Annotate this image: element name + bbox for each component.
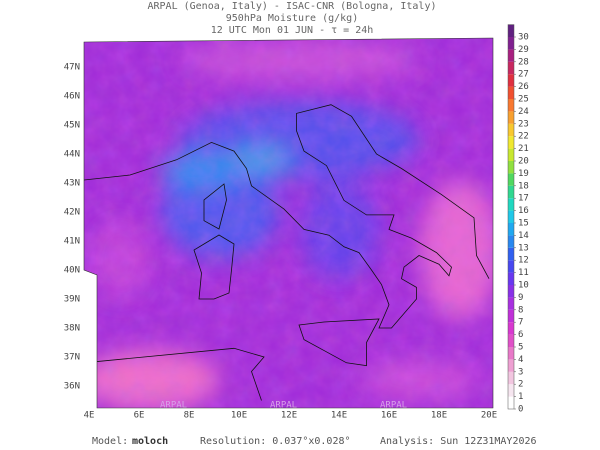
lat-label: 45N xyxy=(64,121,80,131)
colorbar-label: 22 xyxy=(518,132,529,142)
lat-label: 41N xyxy=(64,237,80,247)
colorbar-label: 15 xyxy=(518,219,529,229)
lat-label: 40N xyxy=(64,266,80,276)
colorbar-label: 9 xyxy=(518,293,523,303)
colorbar-label: 25 xyxy=(518,95,529,105)
colorbar-segment xyxy=(508,347,514,360)
lon-label: 18E xyxy=(431,411,447,421)
watermark: ARPAL xyxy=(160,401,187,411)
colorbar-segment xyxy=(508,161,514,174)
colorbar-label: 6 xyxy=(518,330,523,340)
colorbar-segment xyxy=(508,111,514,124)
colorbar-segment xyxy=(508,37,514,50)
lon-label: 14E xyxy=(331,411,347,421)
colorbar-segment xyxy=(508,185,514,199)
colorbar-segment xyxy=(508,74,514,87)
map-field: ARPAL ARPAL ARPAL xyxy=(84,38,493,411)
lat-label: 38N xyxy=(64,324,80,334)
watermark: ARPAL xyxy=(380,401,407,411)
colorbar-segment xyxy=(508,247,514,261)
lat-label: 36N xyxy=(64,382,80,392)
colorbar-label: 7 xyxy=(518,318,523,328)
colorbar-segment xyxy=(508,210,514,223)
lat-label: 44N xyxy=(64,150,80,160)
colorbar-segment xyxy=(508,173,514,186)
colorbar-segment xyxy=(508,396,514,409)
lon-label: 10E xyxy=(231,411,247,421)
colorbar-label: 20 xyxy=(518,157,529,167)
lon-label: 6E xyxy=(134,411,145,421)
colorbar-label: 2 xyxy=(518,380,523,390)
colorbar-segment xyxy=(508,198,514,211)
title-line: 12 UTC Mon 01 JUN - τ = 24h xyxy=(211,25,374,36)
lat-label: 43N xyxy=(64,179,80,189)
lon-label: 12E xyxy=(281,411,297,421)
colorbar-label: 27 xyxy=(518,70,529,80)
model-name: moloch xyxy=(132,436,168,447)
colorbar-segment xyxy=(508,49,514,62)
lon-label: 4E xyxy=(84,411,95,421)
colorbar-label: 16 xyxy=(518,206,529,216)
colorbar-segment xyxy=(508,334,514,347)
colorbar-label: 17 xyxy=(518,194,529,204)
lon-label: 16E xyxy=(381,411,397,421)
colorbar-label: 24 xyxy=(518,107,529,117)
colorbar-label: 26 xyxy=(518,82,529,92)
colorbar-segment xyxy=(508,61,514,75)
colorbar-label: 11 xyxy=(518,268,529,278)
colorbar-segment xyxy=(508,309,514,323)
colorbar-segment xyxy=(508,123,514,137)
colorbar-label: 13 xyxy=(518,243,529,253)
colorbar-label: 30 xyxy=(518,33,529,43)
colorbar-label: 28 xyxy=(518,57,529,67)
colorbar-segment xyxy=(508,272,514,285)
colorbar-label: 14 xyxy=(518,231,529,241)
colorbar-segment xyxy=(508,322,514,335)
watermark: ARPAL xyxy=(270,401,297,411)
resolution: Resolution: 0.037°x0.028° xyxy=(200,436,351,447)
colorbar-frame xyxy=(507,24,515,410)
colorbar-label: 4 xyxy=(518,355,523,365)
colorbar-label: 1 xyxy=(518,392,523,402)
colorbar-label: 19 xyxy=(518,169,529,179)
colorbar-segment xyxy=(508,235,514,248)
colorbar-segment xyxy=(508,223,514,236)
lon-label: 20E xyxy=(481,411,497,421)
colorbar-segment xyxy=(508,285,514,298)
colorbar-segment xyxy=(508,297,514,310)
colorbar-label: 18 xyxy=(518,181,529,191)
colorbar-segment xyxy=(508,384,514,397)
map-frame xyxy=(83,37,494,409)
colorbar-label: 3 xyxy=(518,367,523,377)
title-line: 950hPa Moisture (g/kg) xyxy=(226,13,358,24)
colorbar-label: 21 xyxy=(518,144,529,154)
colorbar-segment xyxy=(508,86,514,99)
colorbar-segment xyxy=(508,371,514,385)
lat-label: 46N xyxy=(64,92,80,102)
colorbar-label: 5 xyxy=(518,343,523,353)
colorbar-segment xyxy=(508,99,514,112)
colorbar-label: 12 xyxy=(518,256,529,266)
colorbar-label: 29 xyxy=(518,45,529,55)
colorbar-segment xyxy=(508,136,514,149)
lat-label: 37N xyxy=(64,353,80,363)
title-line: ARPAL (Genoa, Italy) - ISAC-CNR (Bologna… xyxy=(148,1,437,12)
lat-label: 42N xyxy=(64,208,80,218)
colorbar-segment xyxy=(508,148,514,161)
colorbar-label: 0 xyxy=(518,405,523,415)
colorbar-label: 10 xyxy=(518,281,529,291)
lat-label: 47N xyxy=(64,63,80,73)
colorbar-segment xyxy=(508,260,514,273)
lon-label: 8E xyxy=(184,411,195,421)
colorbar-label: 23 xyxy=(518,119,529,129)
colorbar-segment xyxy=(508,24,514,37)
lat-label: 39N xyxy=(64,295,80,305)
analysis: Analysis: Sun 12Z31MAY2026 xyxy=(380,436,537,447)
colorbar-label: 8 xyxy=(518,305,523,315)
model-label: Model: xyxy=(92,436,128,447)
colorbar-segment xyxy=(508,359,514,372)
